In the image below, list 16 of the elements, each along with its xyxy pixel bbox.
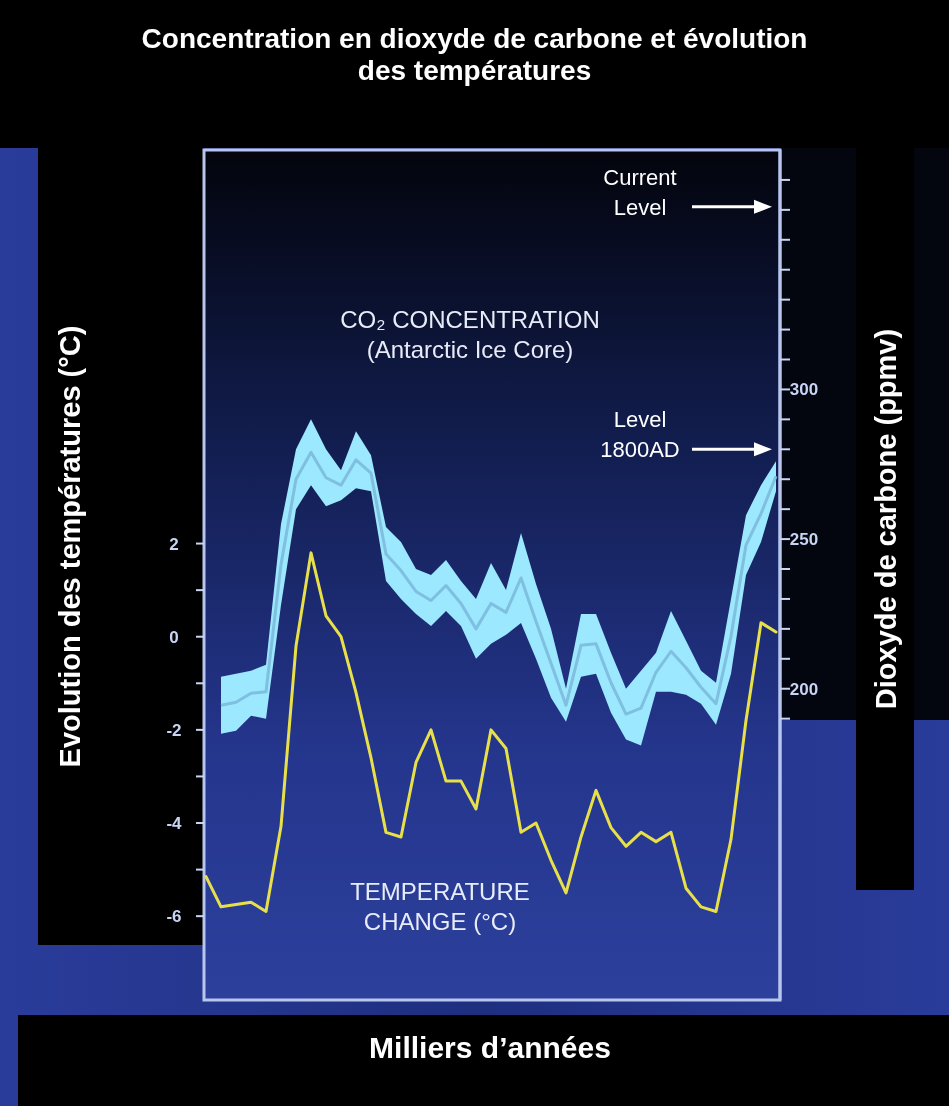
x-axis-title: Milliers d’années — [369, 1031, 611, 1064]
y-tick-label: 2 — [169, 534, 179, 554]
chart-title: Concentration en dioxyde de carbone et évolution des températures — [141, 23, 808, 86]
y-axis-title: Evolution des températures (°C) — [54, 325, 86, 768]
y-tick-label: -6 — [166, 907, 182, 927]
ref-line-label: Level 1800AD — [600, 407, 680, 463]
annotation: CO₂ CONCENTRATION (Antarctic Ice Core) — [340, 306, 600, 363]
y2-axis-title: Dioxyde de carbone (ppmv) — [870, 328, 902, 710]
ref-line-label: Current Level — [603, 164, 677, 220]
y-tick-label: -4 — [166, 814, 183, 834]
y-tick-label: 0 — [169, 627, 179, 647]
y2-tick-label: 200 — [789, 679, 819, 699]
y2-tick-label: 250 — [789, 530, 819, 550]
annotation: TEMPERATURE CHANGE (°C) — [350, 878, 530, 935]
y2-tick-label: 300 — [789, 380, 819, 400]
y-tick-label: -2 — [166, 720, 182, 740]
